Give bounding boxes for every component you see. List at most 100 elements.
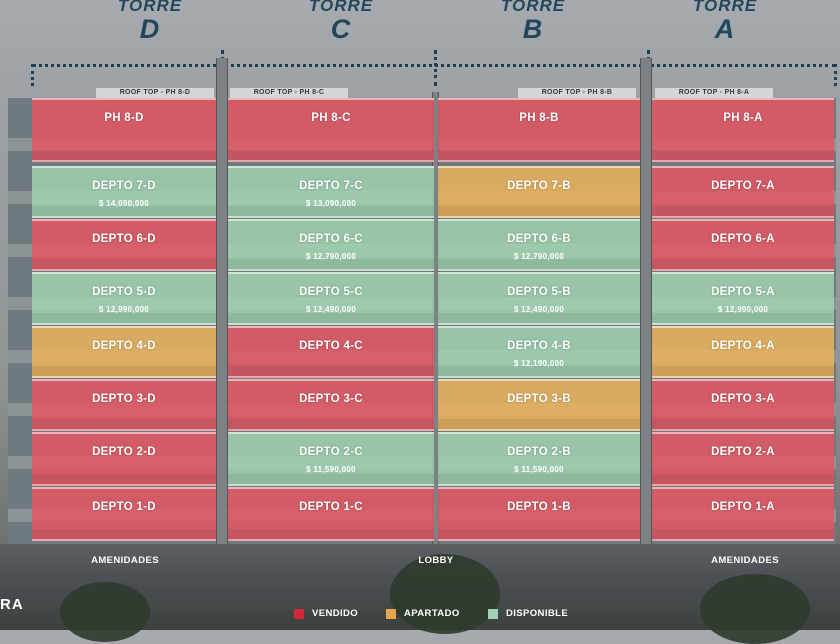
unit-name-label: DEPTO 7-C xyxy=(299,180,363,192)
unit-name-label: DEPTO 2-D xyxy=(92,446,156,458)
apartado-swatch xyxy=(386,609,396,619)
unit-name-label: DEPTO 2-A xyxy=(711,446,775,458)
unit-name-label: PH 8-C xyxy=(311,112,351,124)
unit-depto-1-c[interactable]: DEPTO 1-C xyxy=(228,487,434,541)
unit-price-label: $ 12,990,000 xyxy=(717,305,769,314)
torre-a-word: TORRE xyxy=(692,0,758,15)
unit-depto-2-d[interactable]: DEPTO 2-D xyxy=(32,432,216,486)
unit-name-label: PH 8-B xyxy=(519,112,559,124)
unit-name-label: DEPTO 1-C xyxy=(299,501,363,513)
unit-name-label: DEPTO 4-C xyxy=(299,340,363,352)
unit-depto-3-b[interactable]: DEPTO 3-B xyxy=(438,379,640,431)
torre-a-letter: A xyxy=(714,14,736,44)
unit-depto-1-b[interactable]: DEPTO 1-B xyxy=(438,487,640,541)
unit-depto-2-c[interactable]: DEPTO 2-C $ 11,590,000 xyxy=(228,432,434,486)
unit-price-label: $ 12,490,000 xyxy=(513,305,565,314)
unit-name-label: DEPTO 7-D xyxy=(92,180,156,192)
unit-ph-8-c[interactable]: PH 8-C xyxy=(228,98,434,162)
tower-divider-left xyxy=(31,64,34,86)
unit-name-label: DEPTO 2-B xyxy=(507,446,571,458)
unit-price-label: $ 13,090,000 xyxy=(305,199,357,208)
unit-depto-6-b[interactable]: DEPTO 6-B $ 12,790,000 xyxy=(438,219,640,271)
unit-depto-1-a[interactable]: DEPTO 1-A xyxy=(652,487,834,541)
unit-depto-4-d[interactable]: DEPTO 4-D xyxy=(32,326,216,378)
unit-price-label: $ 12,790,000 xyxy=(513,252,565,261)
unit-name-label: DEPTO 3-A xyxy=(711,393,775,405)
legend-vendido-label: VENDIDO xyxy=(312,608,359,619)
tower-divider-cb xyxy=(434,50,437,86)
status-legend: VENDIDO APARTADO DISPONIBLE xyxy=(290,606,610,622)
legend-apartado-label: APARTADO xyxy=(404,608,460,619)
unit-depto-3-a[interactable]: DEPTO 3-A xyxy=(652,379,834,431)
unit-depto-6-a[interactable]: DEPTO 6-A xyxy=(652,219,834,271)
unit-name-label: DEPTO 4-A xyxy=(711,340,775,352)
unit-depto-6-d[interactable]: DEPTO 6-D xyxy=(32,219,216,271)
amenidades-right-label: AMENIDADES xyxy=(711,555,779,566)
unit-name-label: DEPTO 6-D xyxy=(92,233,156,245)
unit-depto-1-d[interactable]: DEPTO 1-D xyxy=(32,487,216,541)
unit-depto-5-d[interactable]: DEPTO 5-D $ 12,990,000 xyxy=(32,272,216,325)
unit-name-label: DEPTO 1-A xyxy=(711,501,775,513)
unit-depto-4-c[interactable]: DEPTO 4-C xyxy=(228,326,434,378)
palm-tree-graphic xyxy=(700,574,810,644)
lobby-label: LOBBY xyxy=(418,555,454,566)
unit-ph-8-b[interactable]: PH 8-B xyxy=(438,98,640,162)
unit-depto-5-c[interactable]: DEPTO 5-C $ 12,490,000 xyxy=(228,272,434,325)
unit-depto-3-d[interactable]: DEPTO 3-D xyxy=(32,379,216,431)
unit-price-label: $ 12,990,000 xyxy=(98,305,150,314)
unit-depto-2-b[interactable]: DEPTO 2-B $ 11,590,000 xyxy=(438,432,640,486)
vendido-swatch xyxy=(294,609,304,619)
amenidades-left-label: AMENIDADES xyxy=(91,555,159,566)
unit-price-label: $ 14,090,000 xyxy=(98,199,150,208)
unit-name-label: DEPTO 5-A xyxy=(711,286,775,298)
unit-ph-8-d[interactable]: PH 8-D xyxy=(32,98,216,162)
unit-name-label: DEPTO 3-D xyxy=(92,393,156,405)
unit-price-label: $ 11,590,000 xyxy=(514,465,564,474)
torre-b-letter: B xyxy=(522,14,544,44)
unit-depto-7-c[interactable]: DEPTO 7-C $ 13,090,000 xyxy=(228,166,434,218)
unit-price-label: $ 12,790,000 xyxy=(305,252,357,261)
palm-tree-graphic xyxy=(60,582,150,642)
unit-depto-7-b[interactable]: DEPTO 7-B xyxy=(438,166,640,218)
building-column xyxy=(216,58,228,618)
rooftop-ph-8-b[interactable]: ROOF TOP - PH 8-B xyxy=(518,88,636,98)
unit-name-label: DEPTO 5-B xyxy=(507,286,571,298)
torre-a-label: TORRE A xyxy=(685,0,765,44)
unit-name-label: PH 8-D xyxy=(104,112,144,124)
unit-price-label: $ 12,490,000 xyxy=(305,305,357,314)
rooftop-ph-8-a[interactable]: ROOF TOP - PH 8-A xyxy=(655,88,773,98)
unit-depto-7-d[interactable]: DEPTO 7-D $ 14,090,000 xyxy=(32,166,216,218)
unit-depto-4-b[interactable]: DEPTO 4-B $ 12,190,000 xyxy=(438,326,640,378)
rooftop-ph-8-d[interactable]: ROOF TOP - PH 8-D xyxy=(96,88,214,98)
unit-depto-6-c[interactable]: DEPTO 6-C $ 12,790,000 xyxy=(228,219,434,271)
unit-depto-3-c[interactable]: DEPTO 3-C xyxy=(228,379,434,431)
unit-name-label: DEPTO 7-A xyxy=(711,180,775,192)
unit-price-label: $ 12,190,000 xyxy=(513,359,565,368)
torre-c-word: TORRE xyxy=(308,0,374,15)
torre-d-word: TORRE xyxy=(117,0,183,15)
unit-name-label: DEPTO 4-D xyxy=(92,340,156,352)
unit-depto-4-a[interactable]: DEPTO 4-A xyxy=(652,326,834,378)
unit-depto-5-a[interactable]: DEPTO 5-A $ 12,990,000 xyxy=(652,272,834,325)
unit-depto-7-a[interactable]: DEPTO 7-A xyxy=(652,166,834,218)
unit-name-label: DEPTO 6-C xyxy=(299,233,363,245)
unit-name-label: DEPTO 3-C xyxy=(299,393,363,405)
unit-depto-2-a[interactable]: DEPTO 2-A xyxy=(652,432,834,486)
brand-logo-text: RA xyxy=(0,596,24,613)
unit-depto-5-b[interactable]: DEPTO 5-B $ 12,490,000 xyxy=(438,272,640,325)
unit-name-label: DEPTO 4-B xyxy=(507,340,571,352)
rooftop-ph-8-c[interactable]: ROOF TOP - PH 8-C xyxy=(230,88,348,98)
torre-d-label: TORRE D xyxy=(110,0,190,44)
torre-b-word: TORRE xyxy=(500,0,566,15)
unit-name-label: DEPTO 5-C xyxy=(299,286,363,298)
tower-divider-right xyxy=(834,64,837,86)
palm-tree-graphic xyxy=(390,554,500,634)
unit-price-label: $ 11,590,000 xyxy=(306,465,356,474)
unit-name-label: DEPTO 6-A xyxy=(711,233,775,245)
unit-name-label: DEPTO 3-B xyxy=(507,393,571,405)
unit-name-label: DEPTO 5-D xyxy=(92,286,156,298)
unit-name-label: DEPTO 2-C xyxy=(299,446,363,458)
torre-c-label: TORRE C xyxy=(301,0,381,44)
unit-ph-8-a[interactable]: PH 8-A xyxy=(652,98,834,162)
